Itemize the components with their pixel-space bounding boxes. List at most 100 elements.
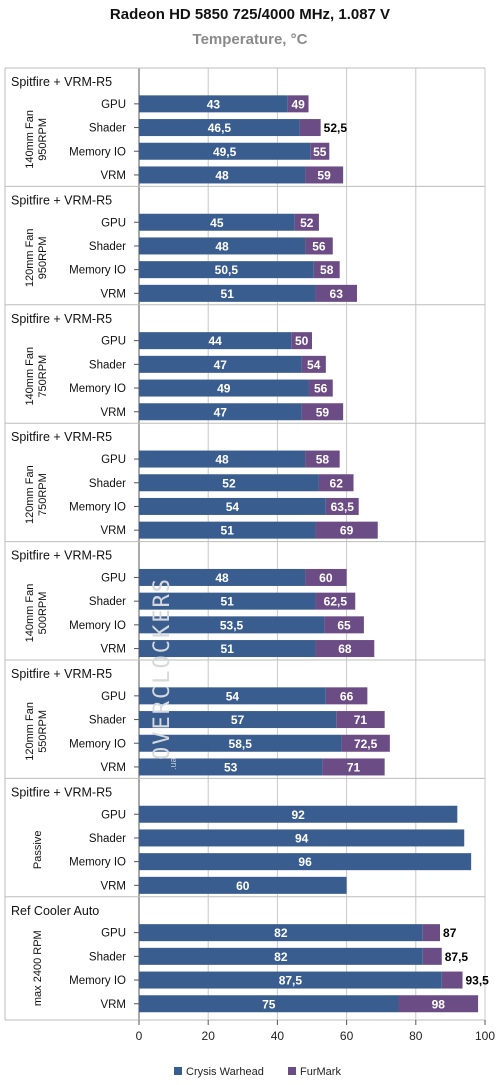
- group-subtitle: 140mm Fan: [24, 110, 36, 169]
- data-label-crysis: 52: [222, 476, 236, 490]
- category-label: Memory IO: [69, 738, 126, 750]
- group-name: Spitfire + VRM-R5: [11, 430, 112, 444]
- group-subtitle: 500RPM: [37, 592, 49, 635]
- bar-furmark: [341, 734, 390, 752]
- x-tick-label: 100: [475, 1029, 495, 1043]
- bar-crysis: [139, 497, 326, 515]
- bar-crysis: [139, 687, 326, 705]
- bar-crysis: [139, 924, 423, 942]
- watermark-suffix: .ua: [168, 757, 178, 770]
- data-label-furmark: 98: [432, 997, 446, 1011]
- group-subtitle: Passive: [32, 831, 44, 870]
- bar-crysis: [139, 734, 342, 752]
- data-label-crysis: 51: [221, 287, 235, 301]
- bar-crysis: [139, 355, 302, 373]
- data-label-furmark: 68: [338, 642, 352, 656]
- data-label-crysis: 96: [298, 855, 312, 869]
- data-label-crysis: 82: [274, 926, 288, 940]
- data-label-furmark: 50: [295, 334, 309, 348]
- category-label: Memory IO: [69, 265, 126, 277]
- data-label-furmark: 52,5: [324, 121, 348, 135]
- data-label-furmark: 69: [340, 524, 354, 538]
- data-label-crysis: 45: [210, 216, 224, 230]
- data-label-crysis: 75: [262, 997, 276, 1011]
- bar-furmark: [299, 119, 321, 137]
- bar-furmark: [305, 450, 340, 468]
- bar-furmark: [310, 142, 330, 160]
- bar-crysis: [139, 379, 309, 397]
- data-label-crysis: 94: [295, 831, 309, 845]
- group-subtitle: 550RPM: [37, 710, 49, 753]
- chart-title: Radeon HD 5850 725/4000 MHz, 1.087 V: [109, 6, 391, 23]
- group-name: Spitfire + VRM-R5: [11, 312, 112, 326]
- bar-furmark: [305, 237, 333, 255]
- bar-furmark: [398, 995, 479, 1013]
- category-label: VRM: [100, 170, 126, 182]
- category-label: GPU: [101, 454, 126, 466]
- data-label-crysis: 51: [221, 595, 235, 609]
- bar-furmark: [336, 711, 385, 729]
- data-label-crysis: 58,5: [229, 737, 253, 751]
- bar-furmark: [308, 379, 333, 397]
- data-label-furmark: 54: [307, 358, 321, 372]
- data-label-furmark: 63: [330, 287, 344, 301]
- data-label-furmark: 72,5: [354, 737, 378, 751]
- bar-crysis: [139, 284, 316, 302]
- bar-crysis: [139, 711, 337, 729]
- group-subtitle: 120mm Fan: [24, 465, 36, 524]
- legend-label-furmark: FurMark: [300, 1066, 341, 1078]
- category-label: GPU: [101, 928, 126, 940]
- x-tick-label: 20: [202, 1029, 216, 1043]
- category-label: GPU: [101, 691, 126, 703]
- bar-crysis: [139, 758, 323, 776]
- group-subtitle: 750RPM: [37, 473, 49, 516]
- x-tick-label: 80: [409, 1029, 423, 1043]
- category-label: GPU: [101, 217, 126, 229]
- category-label: Shader: [89, 359, 126, 371]
- data-label-crysis: 44: [208, 334, 222, 348]
- category-label: Shader: [89, 596, 126, 608]
- data-label-crysis: 47: [214, 405, 228, 419]
- data-label-crysis: 43: [207, 97, 221, 111]
- bar-furmark: [315, 521, 378, 539]
- data-label-crysis: 53,5: [220, 618, 244, 632]
- data-label-furmark: 55: [313, 145, 327, 159]
- data-label-crysis: 49: [217, 382, 231, 396]
- data-label-crysis: 54: [226, 500, 240, 514]
- data-label-crysis: 60: [236, 879, 250, 893]
- bar-furmark: [315, 640, 375, 658]
- data-label-furmark: 58: [316, 453, 330, 467]
- category-label: Memory IO: [69, 975, 126, 987]
- x-tick-label: 60: [340, 1029, 354, 1043]
- bar-crysis: [139, 853, 472, 871]
- bar-furmark: [291, 332, 312, 350]
- group-name: Ref Cooler Auto: [11, 904, 99, 918]
- bar-crysis: [139, 119, 300, 137]
- bar-crysis: [139, 616, 325, 634]
- data-label-furmark: 66: [340, 689, 354, 703]
- legend-swatch-furmark: [288, 1067, 296, 1075]
- group-subtitle: 140mm Fan: [24, 347, 36, 406]
- watermark: OVERCLOCKERS: [150, 577, 175, 760]
- group-name: Spitfire + VRM-R5: [11, 667, 112, 681]
- data-label-furmark: 62: [330, 476, 344, 490]
- bar-furmark: [301, 355, 326, 373]
- bar-crysis: [139, 450, 306, 468]
- category-label: GPU: [101, 99, 126, 111]
- bar-crysis: [139, 261, 314, 279]
- category-label: VRM: [100, 407, 126, 419]
- data-label-furmark: 56: [312, 239, 326, 253]
- group-name: Spitfire + VRM-R5: [11, 193, 112, 207]
- group-subtitle: 950RPM: [37, 118, 49, 161]
- data-label-furmark: 71: [354, 713, 368, 727]
- bar-furmark: [325, 497, 359, 515]
- x-tick-label: 0: [136, 1029, 143, 1043]
- bar-furmark: [305, 166, 344, 184]
- category-label: Memory IO: [69, 501, 126, 513]
- bar-crysis: [139, 971, 442, 989]
- category-label: VRM: [100, 999, 126, 1011]
- data-label-furmark: 87: [443, 926, 457, 940]
- bar-furmark: [301, 403, 344, 421]
- bar-crysis: [139, 166, 306, 184]
